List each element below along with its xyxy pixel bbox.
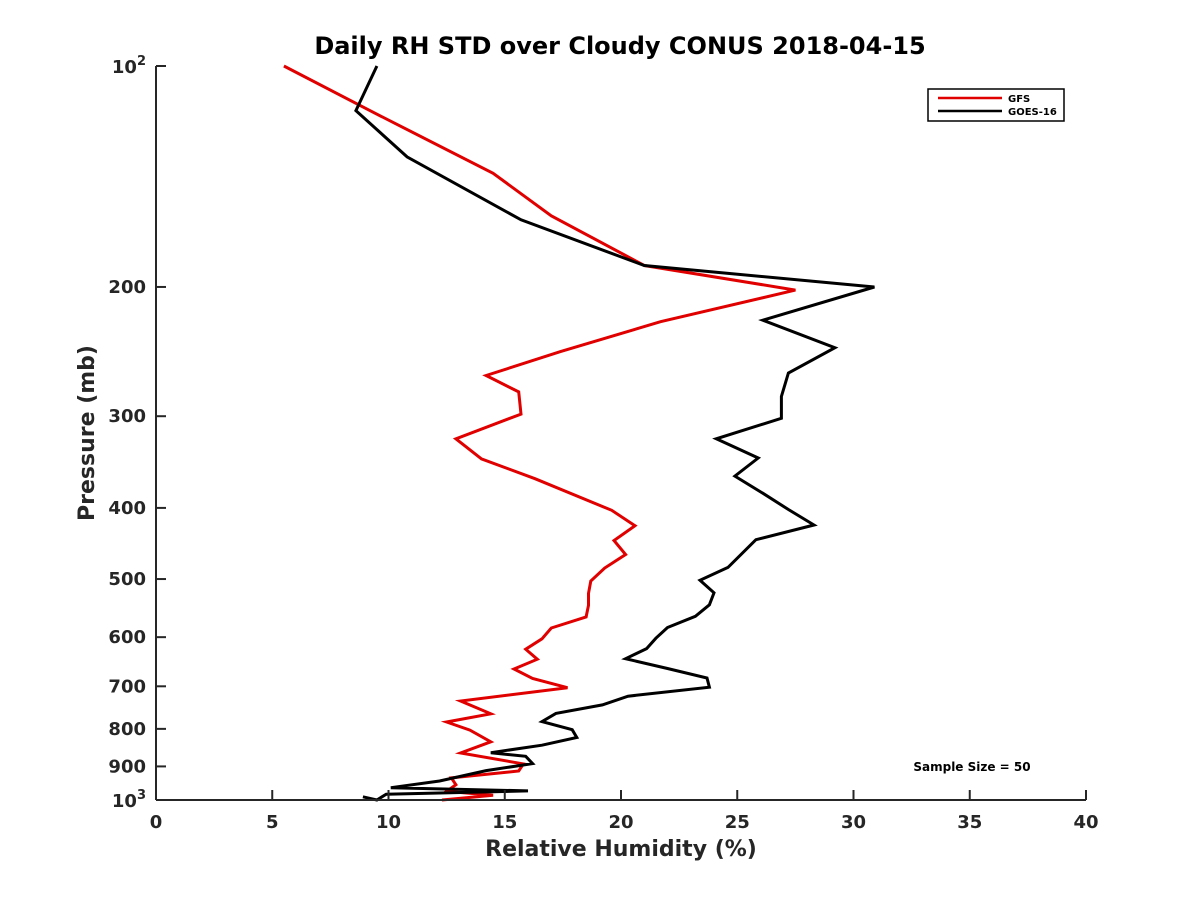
x-axis-ticks: 0 5 10 15 20 25 30 35 40 [150, 790, 1099, 833]
legend: GFS GOES-16 [927, 88, 1065, 122]
series-line-gfs [283, 64, 796, 802]
x-axis-label: Relative Humidity (%) [485, 837, 757, 862]
x-tick-label: 20 [608, 812, 633, 833]
chart-title: Daily RH STD over Cloudy CONUS 2018-04-1… [314, 32, 925, 60]
y-tick-label: 800 [108, 719, 146, 740]
x-tick-label: 25 [725, 812, 750, 833]
sample-size-annotation: Sample Size = 50 [913, 760, 1030, 774]
legend-box [927, 88, 1065, 122]
y-tick-label: 600 [108, 627, 146, 648]
x-tick-label: 40 [1073, 812, 1098, 833]
x-tick-label: 5 [266, 812, 279, 833]
y-tick-label: 200 [108, 277, 146, 298]
y-tick-label: 400 [108, 498, 146, 519]
x-tick-label: 0 [150, 812, 163, 833]
y-tick-label: 300 [108, 406, 146, 427]
x-tick-label: 30 [841, 812, 866, 833]
x-tick-label: 10 [376, 812, 401, 833]
legend-label-gfs: GFS [1008, 94, 1030, 105]
legend-label-goes16: GOES-16 [1008, 107, 1057, 118]
y-axis-label: Pressure (mb) [75, 345, 100, 521]
series-line-goes-16 [354, 65, 875, 802]
y-tick-label: 500 [108, 569, 146, 590]
series-layer [283, 64, 875, 802]
y-tick-label: 900 [108, 756, 146, 777]
x-tick-label: 15 [492, 812, 517, 833]
y-tick-label: 700 [108, 676, 146, 697]
x-tick-label: 35 [957, 812, 982, 833]
